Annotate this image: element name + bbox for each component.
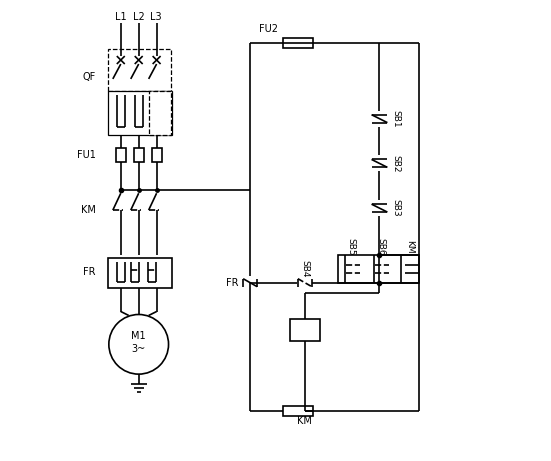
Bar [283, 406, 313, 416]
Text: QF: QF [83, 72, 96, 82]
Text: 3~: 3~ [132, 344, 146, 355]
Text: L3: L3 [150, 12, 161, 22]
Bar [108, 258, 171, 288]
Text: FU1: FU1 [77, 150, 96, 160]
Text: FR: FR [83, 267, 96, 277]
Text: KM: KM [298, 416, 312, 426]
Text: SB3: SB3 [391, 199, 401, 217]
Text: L2: L2 [133, 12, 144, 22]
Bar [149, 91, 170, 135]
Bar [338, 255, 419, 283]
Text: SB1: SB1 [391, 110, 401, 128]
Text: SB4: SB4 [300, 260, 309, 278]
Bar [108, 49, 170, 91]
Circle shape [109, 314, 169, 374]
Text: L1: L1 [115, 12, 127, 22]
Bar [283, 38, 313, 48]
Text: SB2: SB2 [391, 154, 401, 172]
Bar [116, 148, 126, 162]
Bar [290, 319, 320, 341]
Bar [134, 148, 144, 162]
Text: SB6: SB6 [376, 238, 385, 256]
Text: KM: KM [405, 240, 414, 254]
Text: FR: FR [226, 278, 238, 288]
Text: KM: KM [81, 205, 96, 215]
Text: M1: M1 [131, 331, 146, 341]
Bar [152, 148, 161, 162]
Text: FU2: FU2 [258, 24, 278, 34]
Text: SB5: SB5 [346, 238, 355, 256]
Bar [108, 91, 171, 135]
